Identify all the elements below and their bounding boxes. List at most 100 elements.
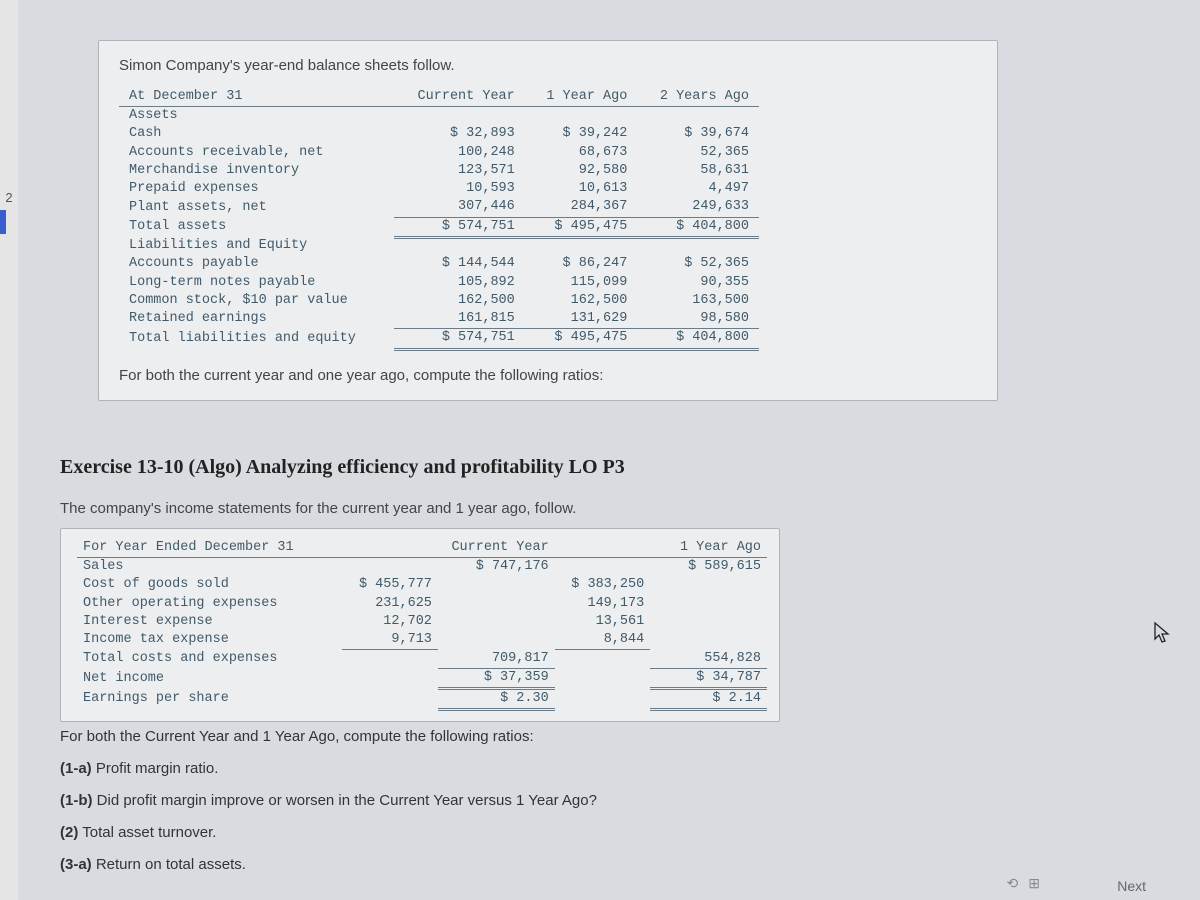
q1b-text: Did profit margin improve or worsen in t… xyxy=(93,792,597,809)
v: 105,892 xyxy=(394,274,525,292)
v: $ 495,475 xyxy=(525,329,638,349)
v: $ 32,893 xyxy=(394,125,525,143)
ratios-prompt: For both the current year and one year a… xyxy=(119,367,977,384)
v: 161,815 xyxy=(394,310,525,329)
v: $ 574,751 xyxy=(394,329,525,349)
v: $ 52,365 xyxy=(637,255,759,273)
v: $ 2.14 xyxy=(650,689,767,710)
v: $ 37,359 xyxy=(438,669,555,689)
v: $ 34,787 xyxy=(650,669,767,689)
v: 149,173 xyxy=(555,595,651,613)
grid-icon: ⊞ xyxy=(1028,875,1050,891)
r: Prepaid expenses xyxy=(119,180,394,198)
v: $ 144,544 xyxy=(394,255,525,273)
v: 9,713 xyxy=(342,631,438,650)
v: 162,500 xyxy=(525,292,638,310)
v: 92,580 xyxy=(525,162,638,180)
v: 4,497 xyxy=(637,180,759,198)
eps-label: Earnings per share xyxy=(77,689,342,710)
v: 115,099 xyxy=(525,274,638,292)
q3a-text: Return on total assets. xyxy=(92,856,246,873)
v: $ 383,250 xyxy=(555,576,651,594)
sales-label: Sales xyxy=(77,558,342,577)
v: 100,248 xyxy=(394,144,525,162)
income-statement-card: For Year Ended December 31 Current Year … xyxy=(60,528,780,722)
v: 231,625 xyxy=(342,595,438,613)
r: Accounts payable xyxy=(119,255,394,273)
v: 68,673 xyxy=(525,144,638,162)
q2-tag: (2) xyxy=(60,824,78,841)
r: Common stock, $10 par value xyxy=(119,292,394,310)
income-statement-table: For Year Ended December 31 Current Year … xyxy=(77,539,767,711)
intro-text: Simon Company's year-end balance sheets … xyxy=(119,57,977,74)
v: $ 747,176 xyxy=(438,558,555,577)
v: 58,631 xyxy=(637,162,759,180)
r: Income tax expense xyxy=(77,631,342,650)
q1a-tag: (1-a) xyxy=(60,760,92,777)
footer-icons: ⟲⊞ xyxy=(1007,875,1050,892)
r: Cost of goods sold xyxy=(77,576,342,594)
r: Retained earnings xyxy=(119,310,394,329)
r: Plant assets, net xyxy=(119,198,394,217)
q1a-text: Profit margin ratio. xyxy=(92,760,219,777)
exercise-subtitle: The company's income statements for the … xyxy=(60,500,576,517)
v: $ 495,475 xyxy=(525,217,638,237)
indicator-bar xyxy=(0,210,6,234)
r: Other operating expenses xyxy=(77,595,342,613)
v: 307,446 xyxy=(394,198,525,217)
v: $ 404,800 xyxy=(637,329,759,349)
v: 13,561 xyxy=(555,613,651,631)
v: $ 455,777 xyxy=(342,576,438,594)
v: $ 589,615 xyxy=(650,558,767,577)
v: $ 39,242 xyxy=(525,125,638,143)
v: 10,613 xyxy=(525,180,638,198)
liab-heading: Liabilities and Equity xyxy=(119,237,394,255)
v: 249,633 xyxy=(637,198,759,217)
v: $ 404,800 xyxy=(637,217,759,237)
question-block: For both the Current Year and 1 Year Ago… xyxy=(60,720,597,882)
v: 12,702 xyxy=(342,613,438,631)
total-exp-label: Total costs and expenses xyxy=(77,650,342,669)
v: $ 574,751 xyxy=(394,217,525,237)
r: Accounts receivable, net xyxy=(119,144,394,162)
q3a-tag: (3-a) xyxy=(60,856,92,873)
left-gutter xyxy=(0,0,18,900)
question-indicator: 2 xyxy=(0,190,18,205)
assets-heading: Assets xyxy=(119,107,394,126)
v: 131,629 xyxy=(525,310,638,329)
v: $ 86,247 xyxy=(525,255,638,273)
v: 98,580 xyxy=(637,310,759,329)
bs-h2: 1 Year Ago xyxy=(525,88,638,107)
v: 284,367 xyxy=(525,198,638,217)
next-button[interactable]: Next xyxy=(1117,878,1146,894)
balance-sheet-table: At December 31 Current Year 1 Year Ago 2… xyxy=(119,88,759,351)
v: 123,571 xyxy=(394,162,525,180)
is-h0: For Year Ended December 31 xyxy=(77,539,342,558)
exercise-title: Exercise 13-10 (Algo) Analyzing efficien… xyxy=(60,456,625,479)
r: Merchandise inventory xyxy=(119,162,394,180)
total-liab-label: Total liabilities and equity xyxy=(119,329,394,349)
total-assets-label: Total assets xyxy=(119,217,394,237)
r: Long-term notes payable xyxy=(119,274,394,292)
r: Interest expense xyxy=(77,613,342,631)
is-h1: Current Year xyxy=(438,539,555,558)
q2-text: Total asset turnover. xyxy=(78,824,216,841)
q1b-tag: (1-b) xyxy=(60,792,93,809)
bs-h3: 2 Years Ago xyxy=(637,88,759,107)
q-intro: For both the Current Year and 1 Year Ago… xyxy=(60,722,597,752)
cursor-icon xyxy=(1154,622,1172,650)
v: $ 39,674 xyxy=(637,125,759,143)
v: 162,500 xyxy=(394,292,525,310)
bs-h0: At December 31 xyxy=(119,88,394,107)
v: 10,593 xyxy=(394,180,525,198)
link-icon: ⟲ xyxy=(1007,875,1029,891)
v: 554,828 xyxy=(650,650,767,669)
v: 8,844 xyxy=(555,631,651,650)
v: 163,500 xyxy=(637,292,759,310)
v: 709,817 xyxy=(438,650,555,669)
v: $ 2.30 xyxy=(438,689,555,710)
r: Cash xyxy=(119,125,394,143)
v: 52,365 xyxy=(637,144,759,162)
v: 90,355 xyxy=(637,274,759,292)
net-income-label: Net income xyxy=(77,669,342,689)
